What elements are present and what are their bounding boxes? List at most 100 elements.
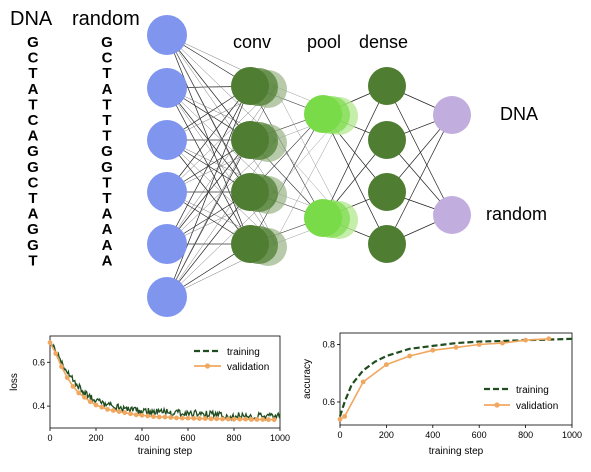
accuracy-validation-point: [430, 347, 436, 353]
dna-letter: G: [27, 34, 39, 51]
accuracy-legend-validation-marker: [494, 402, 500, 408]
network-connection: [273, 113, 344, 245]
conv-node: [231, 225, 269, 263]
input-node: [147, 68, 187, 108]
loss-validation-point: [151, 414, 156, 420]
dense-node: [368, 173, 406, 211]
loss-validation-point: [105, 406, 110, 412]
dna-letter: A: [28, 128, 39, 145]
network-connection: [166, 139, 251, 298]
loss-validation-point: [202, 416, 208, 421]
loss-validation-point: [174, 415, 179, 421]
accuracy-x-tick-label: 800: [518, 430, 533, 440]
pool-node: [304, 95, 342, 133]
loss-validation-point: [168, 415, 174, 420]
loss-x-axis-label: training step: [138, 446, 193, 457]
network-connection: [249, 85, 324, 219]
neural-network: conv pool dense DNA random: [147, 15, 547, 317]
network-connection: [166, 34, 277, 193]
accuracy-x-tick-label: 0: [337, 430, 342, 440]
loss-y-axis-label: loss: [9, 373, 20, 391]
loss-validation-point: [271, 417, 277, 423]
accuracy-x-axis-label: training step: [429, 446, 484, 457]
accuracy-validation-point: [453, 344, 459, 350]
accuracy-validation-point: [342, 413, 348, 419]
network-connection: [386, 85, 453, 216]
loss-validation-line: [49, 342, 275, 421]
loss-validation-point: [243, 416, 248, 422]
network-connection: [273, 85, 344, 219]
dna-letter: T: [28, 190, 37, 207]
network-connections: [166, 34, 453, 298]
accuracy-ticks: 0 200 400 600 800 1000 0.6 0.8: [322, 340, 582, 441]
accuracy-x-tick-label: 400: [425, 430, 440, 440]
network-nodes: [147, 15, 471, 317]
network-connection: [166, 85, 251, 245]
loss-validation-point: [70, 383, 76, 389]
random-letter: T: [102, 128, 111, 145]
loss-validation-point: [116, 409, 122, 414]
loss-validation-point: [139, 412, 145, 418]
conv-node: [231, 121, 269, 159]
loss-validation-point: [110, 408, 116, 413]
random-letter: T: [102, 174, 111, 191]
dna-letter: A: [28, 206, 39, 223]
network-connection: [166, 85, 277, 245]
loss-validation-point: [133, 412, 139, 418]
loss-x-tick-label: 600: [180, 433, 195, 443]
dense-node: [368, 121, 406, 159]
loss-validation-point: [237, 416, 243, 422]
output-label-random: random: [486, 204, 547, 224]
accuracy-x-tick-label: 600: [472, 430, 487, 440]
loss-validation-point: [260, 417, 266, 422]
random-letter: A: [102, 221, 113, 238]
network-connection: [166, 85, 277, 298]
pool-node: [304, 199, 342, 237]
dna-letter: C: [28, 112, 39, 129]
network-connection: [166, 85, 251, 193]
random-letter: A: [102, 237, 113, 254]
accuracy-x-tick-label: 1000: [562, 430, 582, 440]
accuracy-legend-training-label: training: [516, 385, 549, 396]
accuracy-validation-point: [546, 336, 552, 342]
dna-letter: G: [27, 221, 39, 238]
loss-validation-point: [145, 413, 151, 419]
loss-validation-point: [122, 410, 128, 416]
loss-series: [47, 340, 281, 423]
accuracy-validation-point: [337, 416, 343, 422]
conv-layer-label: conv: [233, 32, 271, 52]
loss-validation-point: [156, 414, 162, 420]
loss-legend-validation-marker: [204, 363, 211, 369]
output-node: [433, 96, 471, 134]
accuracy-validation-point: [476, 342, 482, 347]
loss-plot-frame: [49, 335, 281, 429]
dna-letter: G: [27, 143, 39, 160]
accuracy-series: [337, 336, 573, 422]
loss-validation-point: [185, 415, 191, 421]
dna-column-header: DNA: [10, 8, 53, 30]
dense-node: [368, 225, 406, 263]
network-connection: [166, 139, 277, 298]
loss-validation-point: [214, 416, 220, 422]
random-letter: G: [101, 143, 113, 160]
network-connection: [166, 34, 251, 141]
conv-node: [231, 173, 269, 211]
input-node: [147, 120, 187, 160]
loss-ticks: 0 200 400 600 800 1000 0.4 0.6: [32, 357, 290, 443]
input-node: [147, 277, 187, 317]
loss-validation-point: [231, 416, 237, 422]
input-node: [147, 15, 187, 55]
loss-x-tick-label: 200: [88, 433, 103, 443]
network-connection: [249, 113, 324, 245]
loss-validation-point: [197, 416, 202, 421]
dense-node: [368, 67, 406, 105]
random-column-header: random: [72, 8, 140, 30]
loss-validation-point: [162, 414, 168, 420]
loss-y-tick-label: 0.6: [32, 357, 45, 367]
loss-chart: 0 200 400 600 800 1000 0.4 0.6 training step lo…: [9, 335, 290, 457]
dna-letter: C: [28, 174, 39, 191]
loss-validation-point: [208, 416, 214, 422]
accuracy-validation-point: [360, 379, 366, 385]
